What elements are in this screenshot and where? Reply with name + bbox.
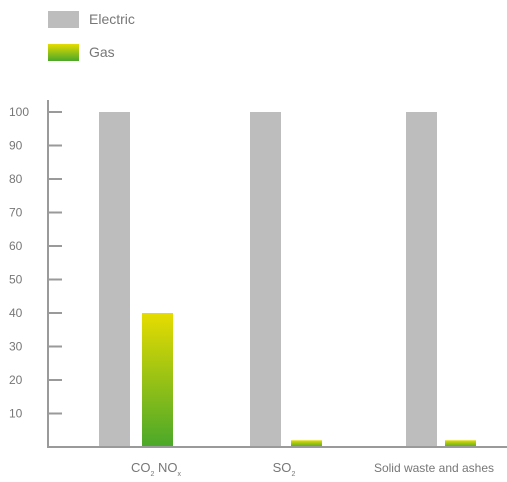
bar-electric-2 (406, 112, 437, 447)
x-category-label-0: CO2 NOx (131, 460, 182, 478)
x-category-label-1: SO2 (273, 460, 296, 478)
legend-item-electric: Electric (48, 8, 135, 30)
y-tick-label-20: 20 (9, 373, 23, 387)
legend-swatch-gas (48, 43, 79, 61)
bar-electric-0 (99, 112, 130, 447)
legend-item-gas: Gas (48, 41, 135, 63)
bar-electric-1 (250, 112, 281, 447)
x-category-label-2: Solid waste and ashes (374, 461, 494, 475)
legend-label-electric: Electric (89, 11, 135, 27)
bar-gas-0 (142, 313, 173, 447)
legend-swatch-electric (48, 10, 79, 28)
y-tick-label-80: 80 (9, 172, 23, 186)
y-tick-label-70: 70 (9, 206, 23, 220)
chart-legend: Electric Gas (48, 8, 135, 74)
y-tick-label-100: 100 (9, 105, 29, 119)
y-tick-label-50: 50 (9, 273, 23, 287)
y-tick-label-60: 60 (9, 239, 23, 253)
legend-label-gas: Gas (89, 44, 115, 60)
y-tick-label-30: 30 (9, 340, 23, 354)
y-tick-label-90: 90 (9, 139, 23, 153)
bar-gas-1 (291, 440, 322, 447)
bar-gas-2 (445, 440, 476, 447)
y-tick-label-10: 10 (9, 407, 23, 421)
y-tick-label-40: 40 (9, 306, 23, 320)
